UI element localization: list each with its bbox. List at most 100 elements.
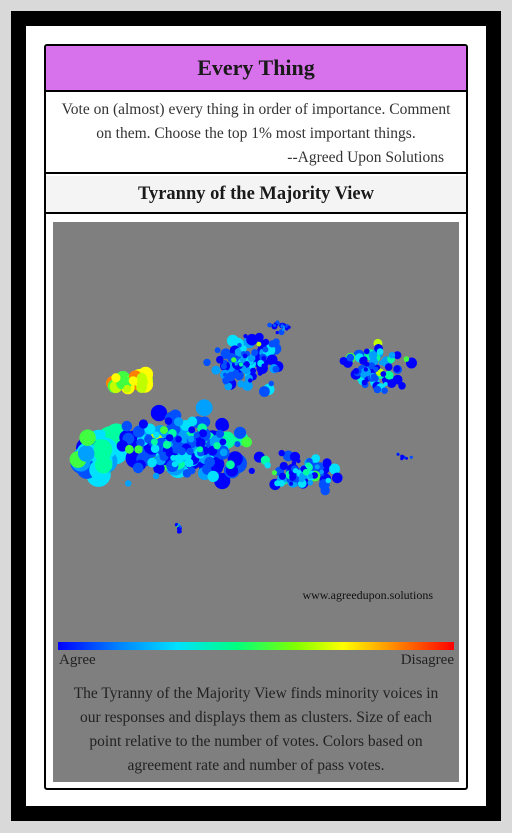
opinion-point[interactable] — [275, 331, 279, 335]
opinion-point[interactable] — [261, 356, 267, 361]
opinion-point[interactable] — [170, 454, 177, 461]
opinion-point[interactable] — [178, 447, 186, 456]
opinion-point[interactable] — [384, 363, 393, 371]
opinion-point[interactable] — [237, 342, 242, 348]
opinion-point[interactable] — [197, 446, 204, 453]
opinion-point[interactable] — [144, 434, 153, 444]
opinion-point[interactable] — [403, 356, 410, 362]
opinion-point[interactable] — [281, 323, 284, 326]
opinion-point[interactable] — [405, 457, 408, 460]
opinion-point[interactable] — [152, 472, 160, 480]
opinion-point[interactable] — [332, 472, 343, 484]
opinion-point[interactable] — [219, 438, 227, 446]
opinion-point[interactable] — [296, 458, 301, 464]
opinion-point[interactable] — [77, 445, 95, 462]
opinion-point[interactable] — [320, 485, 330, 496]
opinion-point[interactable] — [393, 365, 401, 373]
opinion-point[interactable] — [279, 461, 288, 471]
opinion-point[interactable] — [275, 320, 280, 324]
opinion-point[interactable] — [261, 363, 267, 369]
opinion-point[interactable] — [398, 382, 406, 390]
opinion-point[interactable] — [383, 382, 388, 386]
opinion-point[interactable] — [254, 332, 264, 342]
opinion-point[interactable] — [195, 438, 206, 448]
opinion-point[interactable] — [153, 431, 160, 439]
opinion-point[interactable] — [305, 462, 311, 468]
opinion-point[interactable] — [361, 356, 368, 363]
opinion-point[interactable] — [353, 368, 360, 375]
opinion-point[interactable] — [164, 417, 173, 425]
opinion-point[interactable] — [94, 456, 113, 474]
opinion-point[interactable] — [179, 433, 190, 444]
opinion-point[interactable] — [272, 365, 280, 373]
opinion-point[interactable] — [218, 420, 230, 431]
opinion-point[interactable] — [247, 354, 256, 363]
opinion-point[interactable] — [216, 355, 224, 364]
opinion-point[interactable] — [242, 380, 253, 391]
opinion-point[interactable] — [311, 454, 321, 463]
opinion-point[interactable] — [363, 348, 370, 355]
opinion-point[interactable] — [378, 360, 384, 366]
opinion-point[interactable] — [262, 346, 269, 353]
opinion-point[interactable] — [272, 323, 277, 327]
opinion-point[interactable] — [241, 436, 252, 448]
opinion-point[interactable] — [256, 341, 262, 347]
opinion-point[interactable] — [292, 468, 299, 474]
opinion-point[interactable] — [187, 416, 198, 427]
opinion-point[interactable] — [134, 445, 143, 454]
opinion-point[interactable] — [238, 362, 244, 367]
opinion-point[interactable] — [153, 462, 165, 475]
opinion-point[interactable] — [307, 479, 314, 486]
opinion-point[interactable] — [177, 526, 180, 530]
opinion-point[interactable] — [177, 529, 181, 534]
opinion-point[interactable] — [251, 349, 259, 357]
opinion-point[interactable] — [364, 361, 370, 367]
opinion-point[interactable] — [393, 351, 402, 360]
opinion-point[interactable] — [215, 429, 225, 438]
opinion-point[interactable] — [234, 426, 247, 439]
opinion-point[interactable] — [234, 441, 241, 448]
opinion-point[interactable] — [138, 419, 148, 429]
opinion-point[interactable] — [400, 457, 404, 461]
opinion-point[interactable] — [222, 359, 228, 365]
opinion-point[interactable] — [262, 338, 270, 346]
opinion-point[interactable] — [207, 470, 219, 483]
opinion-point[interactable] — [266, 354, 278, 366]
opinion-point[interactable] — [128, 376, 138, 386]
opinion-point[interactable] — [240, 345, 247, 352]
opinion-point[interactable] — [188, 426, 196, 434]
opinion-point[interactable] — [150, 444, 160, 453]
opinion-point[interactable] — [147, 457, 157, 468]
opinion-point[interactable] — [376, 348, 384, 355]
opinion-point[interactable] — [213, 442, 221, 450]
opinion-point[interactable] — [250, 367, 257, 374]
opinion-point[interactable] — [224, 382, 233, 391]
opinion-point[interactable] — [311, 472, 319, 479]
opinion-point[interactable] — [123, 384, 132, 393]
opinion-point[interactable] — [339, 357, 348, 365]
opinion-point[interactable] — [243, 334, 248, 339]
opinion-point[interactable] — [175, 436, 182, 443]
opinion-point[interactable] — [121, 420, 133, 432]
opinion-point[interactable] — [267, 322, 272, 328]
opinion-point[interactable] — [381, 387, 388, 394]
opinion-point[interactable] — [346, 353, 355, 362]
opinion-point[interactable] — [136, 438, 145, 448]
opinion-point[interactable] — [319, 469, 324, 475]
opinion-point[interactable] — [385, 371, 394, 380]
opinion-point[interactable] — [125, 444, 134, 454]
opinion-point[interactable] — [165, 449, 174, 457]
opinion-point[interactable] — [214, 347, 221, 354]
opinion-point[interactable] — [186, 447, 194, 456]
opinion-point[interactable] — [111, 373, 121, 383]
opinion-point[interactable] — [203, 358, 211, 367]
opinion-point[interactable] — [298, 476, 305, 483]
opinion-point[interactable] — [174, 454, 184, 464]
opinion-point[interactable] — [388, 351, 396, 359]
opinion-point[interactable] — [363, 367, 368, 372]
opinion-point[interactable] — [360, 371, 367, 379]
opinion-point[interactable] — [387, 378, 397, 388]
opinion-point[interactable] — [325, 477, 332, 484]
opinion-point[interactable] — [289, 481, 294, 486]
opinion-cluster-scatter[interactable] — [53, 222, 459, 582]
